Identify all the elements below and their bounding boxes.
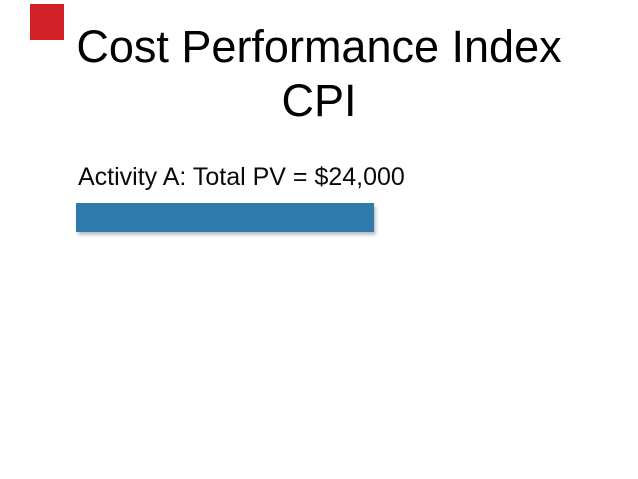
activity-a-pv-bar [76, 203, 374, 232]
red-accent-box [30, 4, 64, 40]
slide-title: Cost Performance Index CPI [0, 20, 638, 128]
slide-title-line2: CPI [281, 75, 357, 126]
slide-title-line1: Cost Performance Index [76, 21, 562, 72]
activity-pv-label: Activity A: Total PV = $24,000 [78, 163, 405, 191]
